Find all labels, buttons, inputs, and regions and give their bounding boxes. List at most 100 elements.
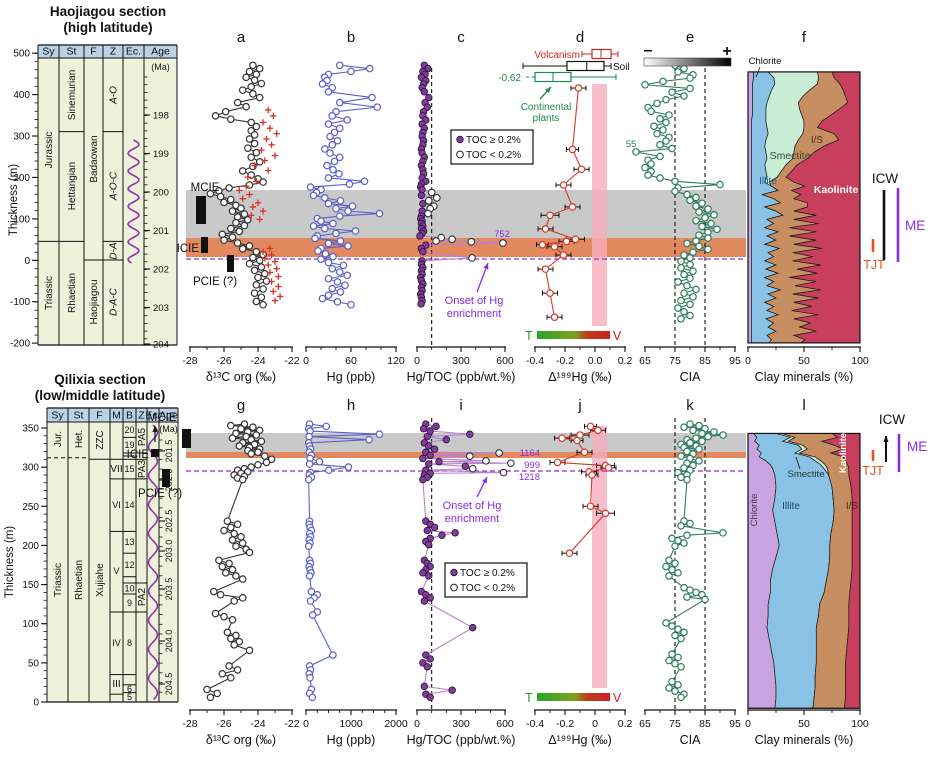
tick-label: 60 (345, 355, 357, 367)
hg-toc-line (418, 64, 503, 305)
strat-cell-14: 14 (124, 500, 134, 510)
strat-cell-D-A-C: D-A-C (109, 287, 120, 316)
panel-d: d -0.4 -0.2 0.0 0.2 Δ¹⁹⁹Hg (‰) (526, 29, 632, 384)
annotation-kaolinite: Kaolinite (814, 184, 858, 196)
tick-label: 300 (452, 355, 470, 367)
strat-cell-6: 6 (127, 684, 132, 694)
tick-label: 65 (639, 718, 651, 730)
top-annotations: MCIE ICIE PCIE (?) 752 Onset of Hgenrichment… (177, 42, 926, 343)
age-tick: 202 (153, 265, 169, 276)
eccentricity-curve (127, 139, 140, 264)
axis-title-e: CIA (680, 370, 702, 384)
boxplot-label-soil: Soil (613, 62, 630, 73)
annotation-icie: ICIE (127, 449, 150, 461)
legend-toc-open: TOC < 0.2% (466, 150, 521, 161)
strat-cell-VI: VI (112, 500, 121, 510)
annotation-mcie: MCIE (191, 182, 220, 194)
boxplot-soil: Soil (522, 60, 630, 73)
column-header-F: F (96, 410, 102, 422)
annotation-t: T (525, 691, 533, 705)
column-header-Sy: Sy (42, 46, 55, 58)
qilixia-title-line2: (low/middle latitude) (34, 388, 166, 403)
strat-cell-20: 20 (124, 425, 134, 435)
annotation-v: V (613, 329, 622, 343)
panel-a: a -28 -26 -24 -22 δ¹³C org (‰) (182, 29, 299, 384)
annotation--: – (644, 42, 653, 59)
tick-label: 0 (745, 718, 751, 730)
age-tick: 203.5 (164, 578, 174, 601)
haojiagou-title-line2: (high latitude) (63, 20, 153, 35)
axis-title-c: Hg/TOC (ppb/wt.%) (407, 370, 516, 384)
strat-cell-ZZC: ZZC (95, 430, 106, 449)
panel-letter-f: f (802, 29, 807, 46)
tick-label: -24 (250, 355, 265, 367)
annotation-v: V (613, 691, 622, 705)
excursion-bar (201, 237, 208, 253)
tick-label: -28 (182, 718, 197, 730)
boxplot-volcanism: Volcanism (534, 48, 619, 61)
gradient-scale-bar (537, 331, 610, 339)
annotation--: + (722, 43, 731, 60)
panel-letter-d: d (576, 29, 584, 46)
strat-cell-12: 12 (124, 560, 134, 570)
strat-cell-Xujiahe: Xujiahe (95, 563, 106, 597)
tick-label: 85 (699, 355, 711, 367)
thickness-tick: -200 (10, 339, 30, 350)
panel-g: g -28 -26 -24 -22 δ¹³C org (‰) (182, 397, 299, 747)
thickness-tick: 250 (22, 502, 39, 513)
strat-cell-PA2: PA2 (137, 587, 148, 606)
annotation-55: 55 (626, 139, 637, 150)
annotation-kaolinite: Kaolinite (838, 433, 849, 473)
annotation-onset-of-hg: Onset of Hg (443, 500, 502, 512)
tick-label: 0.2 (618, 355, 633, 367)
strat-cell-Sinemurian: Sinemurian (67, 70, 78, 121)
panel-letter-b: b (347, 29, 355, 46)
tick-label: 600 (496, 355, 514, 367)
excursion-bar (196, 196, 206, 224)
qilixia-title-line1: Qilixia section (54, 372, 146, 387)
age-tick: 198 (153, 111, 169, 122)
annotation-752: 752 (494, 229, 510, 240)
age-tick: 204.0 (164, 630, 174, 653)
annotation-chlorite: Chlorite (749, 494, 760, 527)
thickness-tick: 300 (13, 132, 30, 143)
column-header-M: M (112, 410, 121, 422)
haojiagou-title-line1: Haojiagou section (49, 4, 167, 19)
column-header-Ec: Ec. (145, 410, 160, 422)
column-header-Age: Age (151, 46, 170, 58)
tick-label: 50 (798, 355, 810, 367)
toc-legend-box (450, 129, 534, 165)
excursion-bar (182, 429, 191, 448)
strat-cell-Jur.: Jur. (53, 431, 64, 447)
panel-e: e 65 75 85 95 CIA (632, 29, 741, 384)
strat-cell-III: III (112, 679, 120, 690)
tick-label: -0.2 (556, 355, 574, 367)
panel-letter-l: l (802, 397, 805, 414)
strat-cell-V: V (113, 566, 119, 576)
thickness-tick: 300 (22, 463, 39, 474)
annotation-me: ME (905, 218, 925, 233)
boxplot-label--0.62: -0.62 (498, 73, 521, 84)
legend-toc-filled: TOC ≥ 0.2% (460, 568, 515, 579)
age-tick: 201.5 (164, 440, 174, 463)
strat-cell-Badaowan: Badaowan (89, 135, 100, 182)
tick-label: 100 (851, 355, 869, 367)
strat-cell-A-O-C: A-O-C (109, 171, 120, 201)
age-tick: 203.0 (164, 540, 174, 563)
age-tick: 202.5 (164, 510, 174, 533)
column-header-Sy: Sy (51, 410, 64, 422)
column-header-Z: Z (138, 410, 145, 422)
panel-letter-i: i (459, 397, 462, 414)
boxplot--0-62: -0.62 (498, 71, 617, 84)
gradient-scale-bar (643, 57, 732, 67)
thickness-tick: 0 (33, 698, 39, 709)
panel-letter-j: j (577, 397, 581, 414)
tick-label: 120 (387, 355, 405, 367)
thickness-tick: 150 (22, 580, 39, 591)
strat-cell-A-O: A-O (109, 86, 120, 105)
annotation-1164: 1164 (520, 448, 540, 459)
bottom-interval-bands (186, 426, 746, 688)
